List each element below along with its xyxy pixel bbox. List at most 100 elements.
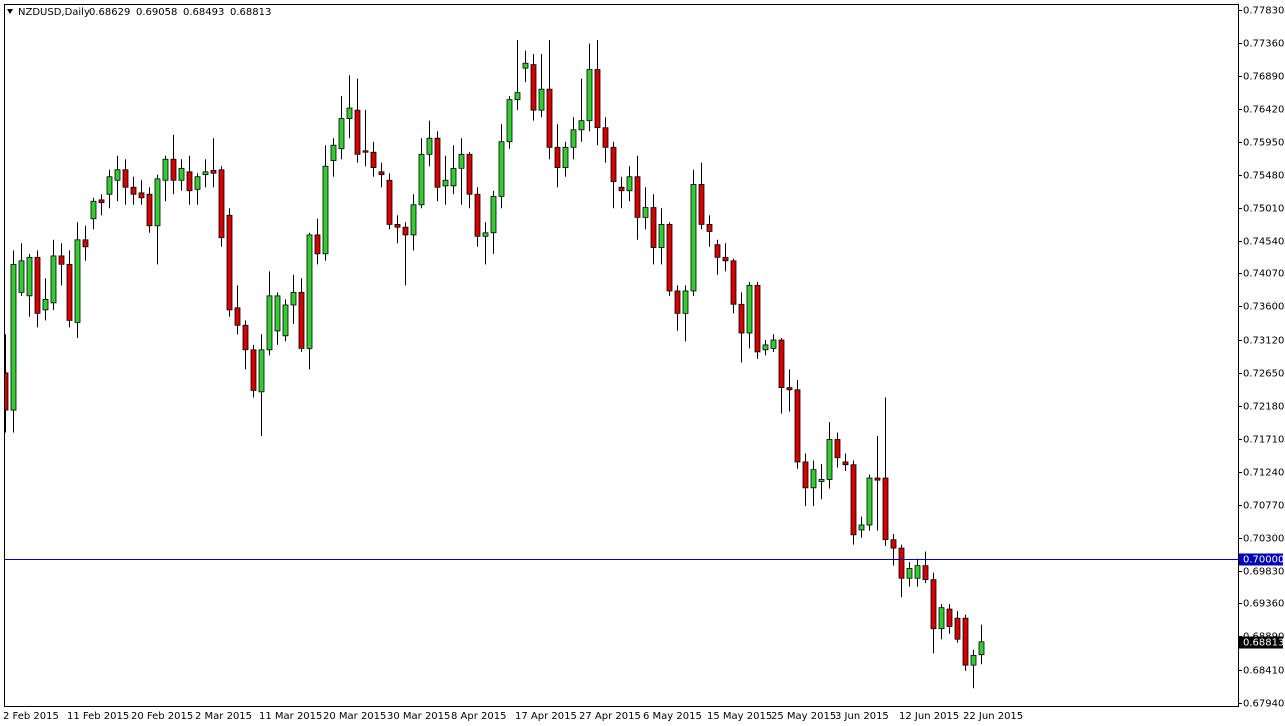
x-tick-label: 17 Apr 2015 (515, 711, 577, 722)
candle-body (242, 324, 249, 351)
y-tick-label: 0.75480 (1243, 171, 1284, 182)
candle-body (34, 256, 41, 314)
candle-body (106, 176, 113, 195)
header-open: 0.68629 (89, 7, 130, 18)
x-tick-label: 25 May 2015 (771, 711, 836, 722)
candle-body (658, 223, 665, 248)
candle-body (26, 256, 33, 297)
current-price-label: 0.68813 (1243, 638, 1284, 649)
candle-body (762, 344, 769, 351)
candle-body (538, 88, 545, 111)
candle-body (402, 226, 409, 236)
candle-body (274, 295, 281, 332)
candle-body (378, 171, 385, 176)
candle-body (810, 469, 817, 489)
candle-body (506, 99, 513, 143)
candle-body (890, 539, 897, 549)
menu-arrow (7, 9, 13, 14)
candle-body (818, 479, 825, 482)
candle-body (130, 186, 137, 195)
candle-body (866, 477, 873, 526)
candle-body (162, 158, 169, 181)
x-tick-label: 30 Mar 2015 (387, 711, 450, 722)
candle-body (778, 339, 785, 389)
y-tick-label: 0.75950 (1243, 138, 1284, 149)
y-tick-label: 0.69830 (1243, 567, 1284, 578)
candle-body (210, 170, 217, 174)
x-tick-label: 20 Feb 2015 (131, 711, 193, 722)
y-tick-label: 0.69360 (1243, 599, 1284, 610)
candle-body (234, 307, 241, 326)
candle-body (634, 176, 641, 218)
candle-body (434, 137, 441, 188)
candle-body (954, 617, 961, 640)
candle-body (682, 290, 689, 314)
candle-body (602, 127, 609, 148)
y-tick-label: 0.72650 (1243, 369, 1284, 380)
candle-body (826, 439, 833, 480)
y-tick-label: 0.71240 (1243, 468, 1284, 479)
candle-body (98, 199, 105, 204)
candle-body (514, 92, 521, 101)
candle-body (802, 461, 809, 489)
candle-body (850, 464, 857, 536)
candle-body (498, 141, 505, 197)
candle-body (690, 184, 697, 292)
candle-body (170, 158, 177, 181)
candle-body (322, 165, 329, 255)
chart-title: NZDUSD,Daily (18, 7, 90, 18)
candle-body (906, 568, 913, 579)
candle-body (978, 641, 985, 656)
candle-body (738, 303, 745, 334)
candle-body (666, 223, 673, 292)
y-tick-label: 0.75010 (1243, 204, 1284, 215)
candle-body (714, 244, 721, 258)
candle-body (370, 151, 377, 169)
y-tick-label: 0.77360 (1243, 39, 1284, 50)
x-tick-label: 8 Apr 2015 (451, 711, 506, 722)
candle-body (362, 150, 369, 153)
candle-body (426, 137, 433, 155)
y-tick-label: 0.74070 (1243, 269, 1284, 280)
x-tick-label: 6 May 2015 (643, 711, 702, 722)
candle-body (466, 153, 473, 195)
candle-body (226, 214, 233, 311)
candle-body (930, 579, 937, 630)
candle-body (706, 223, 713, 232)
candle-body (770, 339, 777, 349)
header-high: 0.69058 (136, 7, 177, 18)
y-tick-label: 0.73120 (1243, 336, 1284, 347)
candle-body (922, 565, 929, 581)
y-tick-label: 0.72180 (1243, 402, 1284, 413)
x-tick-label: 22 Jun 2015 (963, 711, 1023, 722)
candle-body (290, 291, 297, 306)
y-tick-label: 0.76890 (1243, 72, 1284, 83)
candle-body (794, 389, 801, 463)
candle-body (194, 176, 201, 190)
candle-body (842, 461, 849, 466)
candle-body (450, 167, 457, 187)
x-tick-label: 11 Feb 2015 (67, 711, 129, 722)
candle-body (114, 169, 121, 181)
candle-body (530, 64, 537, 111)
candle-body (642, 207, 649, 218)
candle-body (42, 298, 49, 311)
x-tick-label: 11 Mar 2015 (259, 711, 322, 722)
candle-body (82, 239, 89, 248)
candle-body (5, 372, 9, 411)
candle-body (482, 232, 489, 237)
candle-body (586, 69, 593, 122)
candle-body (578, 120, 585, 131)
candle-body (442, 179, 449, 187)
candle-body (74, 239, 81, 323)
candle-body (698, 184, 705, 225)
candle-body (58, 255, 65, 265)
candle-body (146, 193, 153, 227)
candle-body (122, 169, 129, 188)
candle-body (282, 304, 289, 337)
candle-body (410, 204, 417, 236)
candle-body (314, 234, 321, 255)
candle-body (626, 176, 633, 192)
